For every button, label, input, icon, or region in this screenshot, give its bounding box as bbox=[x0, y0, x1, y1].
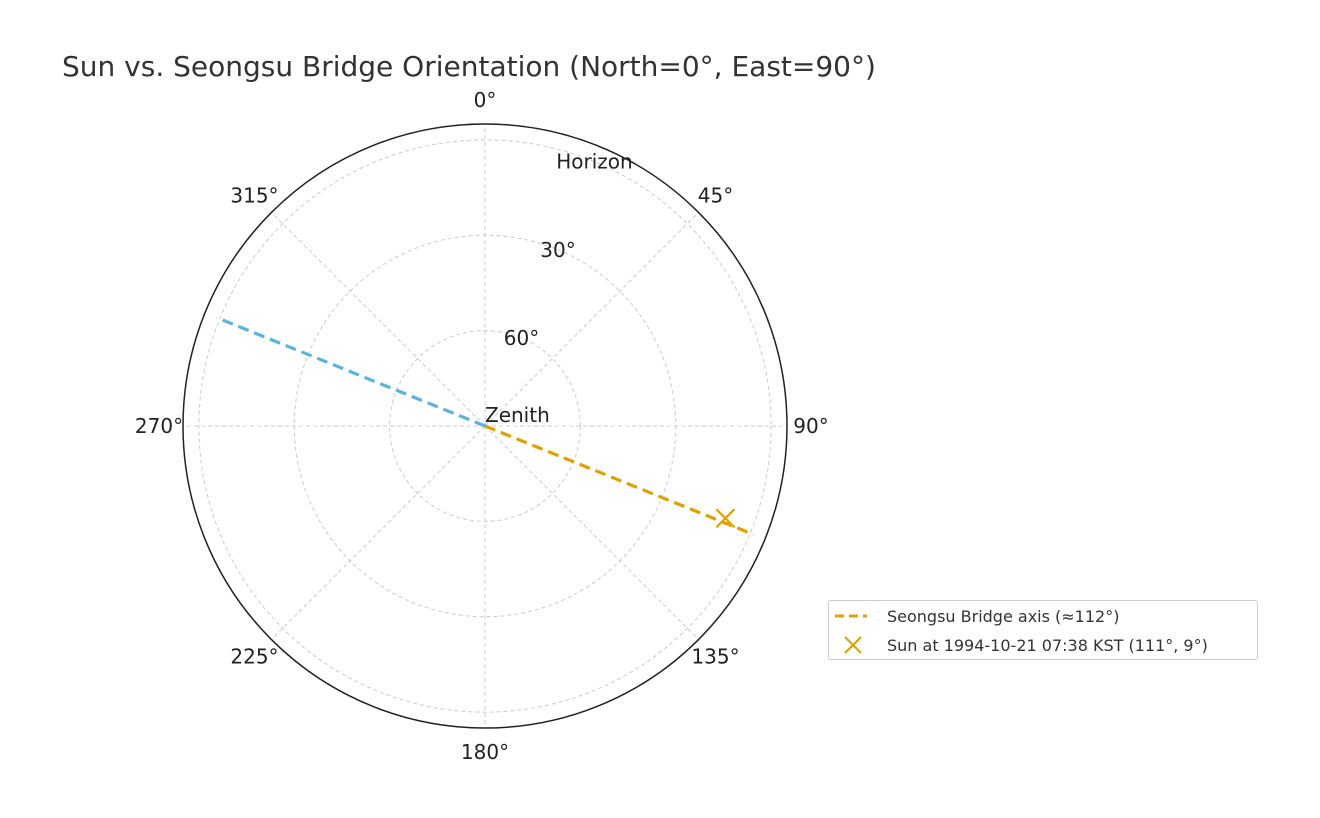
theta-tick-label: 90° bbox=[793, 414, 828, 438]
sun-marker-stroke bbox=[715, 508, 736, 529]
chart-title: Sun vs. Seongsu Bridge Orientation (Nort… bbox=[62, 50, 876, 83]
legend-item-sun: Sun at 1994-10-21 07:38 KST (111°, 9°) bbox=[829, 634, 1208, 656]
legend-label: Sun at 1994-10-21 07:38 KST (111°, 9°) bbox=[887, 635, 1208, 655]
r-tick-label: 60° bbox=[504, 326, 539, 350]
r-tick-label: Horizon bbox=[556, 150, 632, 174]
theta-tick-label: 0° bbox=[474, 88, 497, 112]
polar-frame bbox=[182, 123, 788, 729]
legend-label: Seongsu Bridge axis (≈112°) bbox=[887, 606, 1120, 626]
r-gridline bbox=[389, 330, 581, 522]
theta-tick-label: 180° bbox=[461, 740, 509, 764]
grid-layer bbox=[182, 123, 788, 729]
theta-tick-label: 225° bbox=[230, 645, 278, 669]
r-gridline bbox=[293, 234, 677, 618]
legend-item-bridge-axis: Seongsu Bridge axis (≈112°) bbox=[829, 605, 1119, 627]
legend-swatch-x-marker bbox=[844, 636, 862, 654]
theta-tick-label: 315° bbox=[230, 183, 278, 207]
bridge-axis-line bbox=[216, 316, 486, 428]
r-gridline bbox=[198, 139, 772, 713]
r-tick-label: Zenith bbox=[485, 403, 550, 427]
data-layer bbox=[216, 316, 754, 536]
theta-gridline bbox=[484, 212, 699, 427]
theta-tick-label: 270° bbox=[135, 414, 183, 438]
theta-gridline bbox=[271, 425, 486, 640]
theta-tick-label: 45° bbox=[698, 183, 733, 207]
theta-gridline bbox=[271, 212, 486, 427]
legend-swatch-dashed-line bbox=[835, 614, 867, 618]
sun-marker bbox=[715, 508, 736, 529]
r-tick-label: 30° bbox=[540, 238, 575, 262]
bridge-axis-line bbox=[484, 424, 754, 536]
theta-tick-label: 135° bbox=[691, 645, 739, 669]
legend: Seongsu Bridge axis (≈112°) Sun at 1994-… bbox=[828, 600, 1258, 660]
label-layer: 0° 45° 90° 135° 180° 225° 270° 315° Zenith 60° 30°… bbox=[135, 88, 829, 764]
theta-gridline bbox=[484, 425, 699, 640]
